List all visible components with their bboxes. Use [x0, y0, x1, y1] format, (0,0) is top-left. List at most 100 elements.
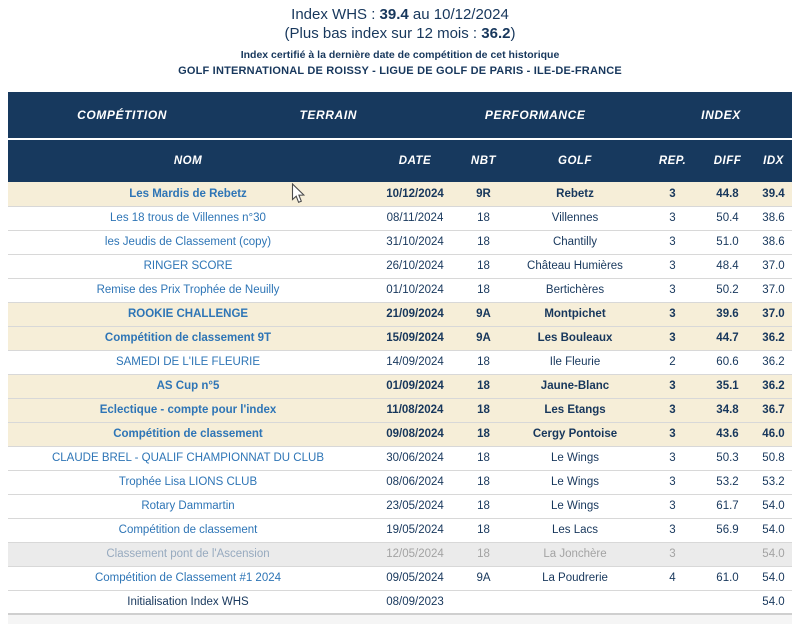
- cell-idx: 54.0: [755, 518, 792, 543]
- competition-link[interactable]: Eclectique - compte pour l'index: [8, 398, 368, 423]
- cell-diff: 35.1: [700, 374, 755, 399]
- competition-link[interactable]: Les Mardis de Rebetz: [8, 182, 368, 207]
- cell-date: 21/09/2024: [368, 302, 462, 327]
- cell-diff: 44.8: [700, 182, 755, 207]
- cell-idx: 53.2: [755, 470, 792, 495]
- competition-link[interactable]: Compétition de classement: [8, 518, 368, 543]
- cell-golf: Les Etangs: [505, 398, 645, 423]
- cell-nbt: 18: [462, 398, 505, 423]
- competition-link[interactable]: CLAUDE BREL - QUALIF CHAMPIONNAT DU CLUB: [8, 446, 368, 471]
- cell-idx: 36.2: [755, 326, 792, 351]
- table-row: Remise des Prix Trophée de Neuilly 01/10…: [8, 278, 792, 303]
- cell-rep: 3: [645, 326, 700, 351]
- cell-date: 08/06/2024: [368, 470, 462, 495]
- cell-idx: 50.8: [755, 446, 792, 471]
- column-header-golf: GOLF: [505, 140, 645, 182]
- cell-rep: 3: [645, 446, 700, 471]
- cell-idx: 36.2: [755, 350, 792, 375]
- column-header-date: DATE: [368, 140, 462, 182]
- cell-rep: 2: [645, 350, 700, 375]
- group-header-terrain: TERRAIN: [299, 108, 358, 122]
- cell-date: 14/09/2024: [368, 350, 462, 375]
- cell-nbt: 18: [462, 206, 505, 231]
- cell-diff: 51.0: [700, 230, 755, 255]
- cell-diff: 48.4: [700, 254, 755, 279]
- cell-golf: Le Wings: [505, 494, 645, 519]
- competition-link[interactable]: les Jeudis de Classement (copy): [8, 230, 368, 255]
- competition-link[interactable]: Classement pont de l'Ascension: [8, 542, 368, 567]
- cell-nbt: 18: [462, 518, 505, 543]
- group-header-row: COMPÉTITION TERRAIN PERFORMANCE INDEX: [8, 92, 792, 140]
- cell-idx: 38.6: [755, 206, 792, 231]
- cell-rep: 3: [645, 254, 700, 279]
- cell-golf: Les Bouleaux: [505, 326, 645, 351]
- cell-golf: Château Humières: [505, 254, 645, 279]
- competition-link[interactable]: RINGER SCORE: [8, 254, 368, 279]
- certified-note: Index certifié à la dernière date de com…: [240, 49, 560, 61]
- competition-link[interactable]: SAMEDI DE L'ILE FLEURIE: [8, 350, 368, 375]
- table-row: AS Cup n°5 01/09/2024 18 Jaune-Blanc 3 3…: [8, 374, 792, 399]
- table-row: Rotary Dammartin 23/05/2024 18 Le Wings …: [8, 494, 792, 519]
- cell-rep: 3: [645, 542, 700, 567]
- cell-rep: 4: [645, 566, 700, 591]
- init-row-label: Initialisation Index WHS: [8, 590, 368, 615]
- table-row: Les Mardis de Rebetz 10/12/2024 9R Rebet…: [8, 182, 792, 207]
- cell-nbt: 9R: [462, 182, 505, 207]
- cell-diff: 34.8: [700, 398, 755, 423]
- cell-rep: 3: [645, 278, 700, 303]
- group-header-competition: COMPÉTITION: [77, 108, 168, 122]
- page-header: Index WHS : 39.4 au 10/12/2024 (Plus bas…: [0, 0, 800, 92]
- cell-date: 09/08/2024: [368, 422, 462, 447]
- table-row: Compétition de classement 9T 15/09/2024 …: [8, 326, 792, 351]
- cell-date: 26/10/2024: [368, 254, 462, 279]
- cell-rep: 3: [645, 230, 700, 255]
- cell-date: 30/06/2024: [368, 446, 462, 471]
- cell-diff: 39.6: [700, 302, 755, 327]
- competition-link[interactable]: Rotary Dammartin: [8, 494, 368, 519]
- competition-link[interactable]: ROOKIE CHALLENGE: [8, 302, 368, 327]
- competition-link[interactable]: Remise des Prix Trophée de Neuilly: [8, 278, 368, 303]
- table-row: SAMEDI DE L'ILE FLEURIE 14/09/2024 18 Il…: [8, 350, 792, 375]
- cell-date: 23/05/2024: [368, 494, 462, 519]
- cell-idx: 39.4: [755, 182, 792, 207]
- cell-idx: 46.0: [755, 422, 792, 447]
- cell-golf: La Poudrerie: [505, 566, 645, 591]
- cell-nbt: 18: [462, 470, 505, 495]
- competition-link[interactable]: Compétition de classement: [8, 422, 368, 447]
- cell-rep: [645, 590, 700, 615]
- cell-idx: 54.0: [755, 590, 792, 615]
- table-row: Compétition de classement 19/05/2024 18 …: [8, 518, 792, 543]
- cell-diff: 53.2: [700, 470, 755, 495]
- competition-link[interactable]: Compétition de Classement #1 2024: [8, 566, 368, 591]
- competition-link[interactable]: AS Cup n°5: [8, 374, 368, 399]
- cell-nbt: 18: [462, 350, 505, 375]
- competition-link[interactable]: Les 18 trous de Villennes n°30: [8, 206, 368, 231]
- low-index-line: (Plus bas index sur 12 mois : 36.2): [284, 25, 516, 42]
- competition-link[interactable]: Compétition de classement 9T: [8, 326, 368, 351]
- cell-golf: Cergy Pontoise: [505, 422, 645, 447]
- cell-idx: 38.6: [755, 230, 792, 255]
- group-header-index: INDEX: [701, 108, 741, 122]
- cell-rep: 3: [645, 374, 700, 399]
- cell-date: 08/11/2024: [368, 206, 462, 231]
- cell-nbt: [462, 590, 505, 615]
- table-row: ROOKIE CHALLENGE 21/09/2024 9A Montpiche…: [8, 302, 792, 327]
- cell-golf: Bertichères: [505, 278, 645, 303]
- cell-date: 01/10/2024: [368, 278, 462, 303]
- cell-idx: 37.0: [755, 302, 792, 327]
- cell-idx: 54.0: [755, 542, 792, 567]
- cell-golf: [505, 590, 645, 615]
- cell-nbt: 9A: [462, 302, 505, 327]
- cell-date: 11/08/2024: [368, 398, 462, 423]
- competition-link[interactable]: Trophée Lisa LIONS CLUB: [8, 470, 368, 495]
- club-line: GOLF INTERNATIONAL DE ROISSY - LIGUE DE …: [178, 65, 622, 77]
- cell-golf: Chantilly: [505, 230, 645, 255]
- cell-date: 12/05/2024: [368, 542, 462, 567]
- table-row: CLAUDE BREL - QUALIF CHAMPIONNAT DU CLUB…: [8, 446, 792, 471]
- cell-rep: 3: [645, 494, 700, 519]
- cell-diff: 60.6: [700, 350, 755, 375]
- cell-rep: 3: [645, 422, 700, 447]
- cell-golf: Villennes: [505, 206, 645, 231]
- history-table: COMPÉTITION TERRAIN PERFORMANCE INDEX NO…: [8, 92, 792, 615]
- cell-rep: 3: [645, 470, 700, 495]
